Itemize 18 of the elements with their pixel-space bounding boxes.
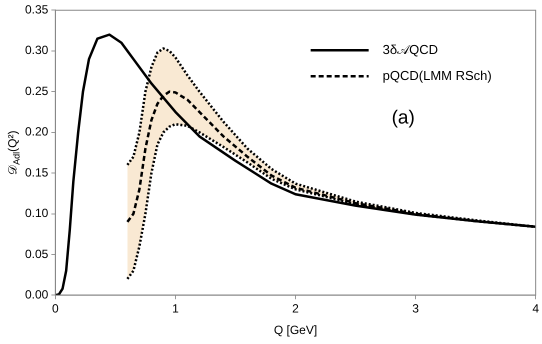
y-tick-label: 0.20 [24,124,49,139]
annotation: (a) [392,108,415,129]
y-tick-label: 0.30 [24,43,49,58]
legend-label: 3δ𝒜QCD [382,42,438,57]
x-tick-label: 1 [172,302,180,316]
x-tick-label: 0 [52,302,60,316]
x-tick-label: 4 [532,302,540,316]
y-tick-label: 0.10 [24,206,49,220]
y-tick-label: 0.25 [24,84,49,98]
x-axis-title: Q [GeV] [274,323,318,338]
legend-label: pQCD(LMM RSch) [382,68,492,83]
x-tick-label: 3 [412,302,420,316]
y-tick-label: 0.35 [24,2,49,17]
x-tick-label: 2 [292,302,300,316]
y-tick-label: 0.05 [24,246,49,261]
y-axis-title: 𝒟Adl(Q²) [5,130,22,175]
y-tick-label: 0.15 [24,165,49,180]
y-tick-label: 0.00 [24,288,49,302]
